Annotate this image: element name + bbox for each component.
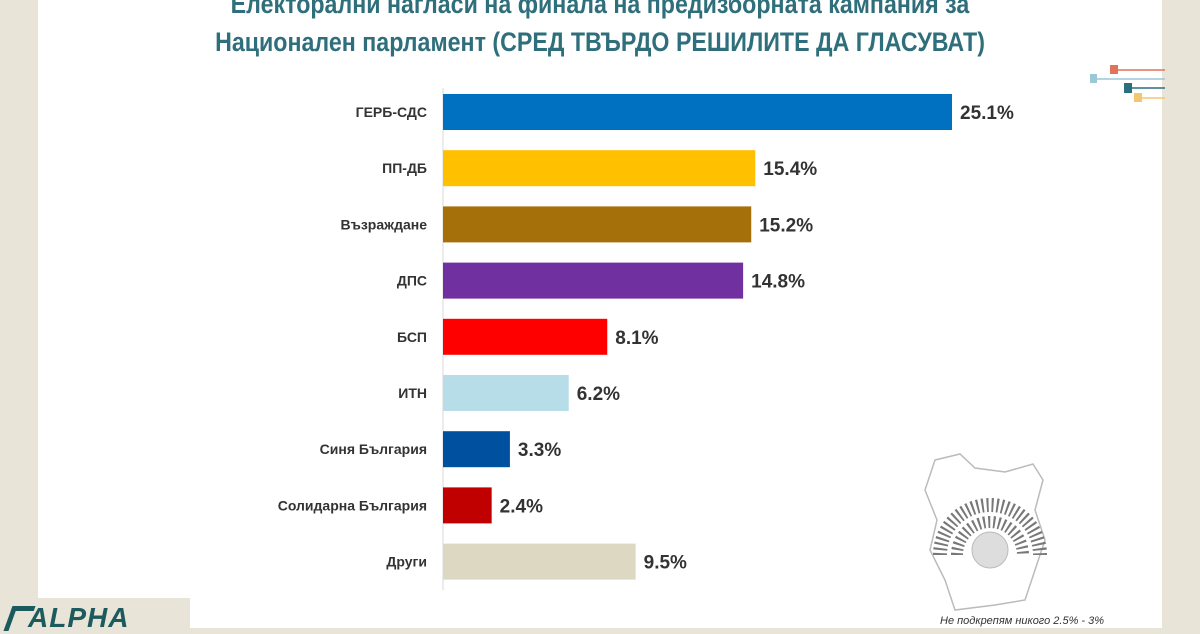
category-label: БСП	[397, 329, 427, 345]
decorative-lines-icon	[1090, 65, 1165, 102]
logo-text: ALPHA	[28, 602, 130, 633]
value-label: 25.1%	[960, 103, 1014, 124]
value-label: 2.4%	[500, 496, 543, 517]
value-label: 9.5%	[644, 553, 687, 574]
bar	[443, 206, 752, 243]
bar	[443, 318, 608, 355]
category-label: Синя България	[320, 441, 427, 457]
category-label: ПП-ДБ	[382, 160, 427, 176]
value-label: 15.2%	[759, 215, 813, 236]
bar	[443, 150, 756, 187]
bar	[443, 262, 744, 299]
chart-title-line2: Национален парламент (СРЕД ТВЪРДО РЕШИЛИ…	[215, 27, 985, 57]
bar	[443, 487, 492, 524]
value-label: 14.8%	[751, 272, 805, 293]
bar	[443, 375, 569, 411]
alpha-research-logo: ALPHA	[0, 598, 190, 633]
bar	[443, 543, 636, 580]
category-label: ДПС	[397, 273, 427, 289]
category-label: Възраждане	[341, 216, 428, 232]
value-label: 6.2%	[577, 384, 620, 405]
category-label: ГЕРБ-СДС	[356, 104, 427, 120]
category-label: Други	[386, 554, 427, 570]
category-label: Солидарна България	[278, 497, 427, 513]
bar	[443, 431, 510, 468]
value-label: 15.4%	[763, 159, 817, 180]
footnote: Не подкрепям никого 2.5% - 3%	[940, 615, 1105, 627]
category-label: ИТН	[398, 385, 427, 401]
value-label: 3.3%	[518, 440, 561, 461]
chart-title-line1: Електорални нагласи на финала на предизб…	[230, 0, 970, 19]
bar	[443, 94, 952, 130]
bulgaria-parliament-illustration	[924, 453, 1047, 611]
value-label: 8.1%	[615, 328, 658, 349]
